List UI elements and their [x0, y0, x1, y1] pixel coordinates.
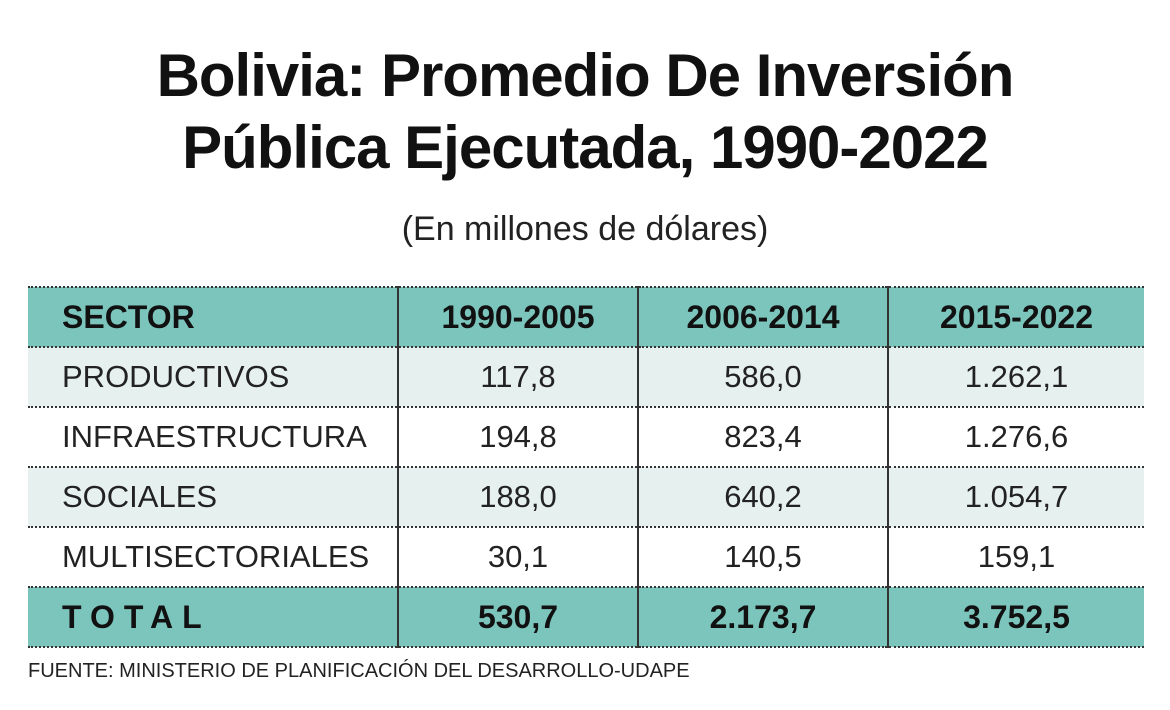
row-label: PRODUCTIVOS	[28, 347, 398, 408]
table-cell: 1.276,6	[887, 407, 1144, 468]
table-cell: 586,0	[637, 347, 888, 408]
total-label: TOTAL	[28, 587, 398, 648]
total-cell: 530,7	[397, 587, 638, 648]
table-row: MULTISECTORIALES 30,1 140,5 159,1	[28, 527, 1144, 588]
table-cell: 823,4	[637, 407, 888, 468]
table-total-row: TOTAL 530,7 2.173,7 3.752,5	[28, 587, 1144, 648]
table-cell: 1.054,7	[887, 467, 1144, 528]
row-label: INFRAESTRUCTURA	[28, 407, 398, 468]
table-cell: 194,8	[397, 407, 638, 468]
source-note: FUENTE: MINISTERIO DE PLANIFICACIÓN DEL …	[28, 660, 690, 682]
total-cell: 3.752,5	[887, 587, 1144, 648]
row-label: MULTISECTORIALES	[28, 527, 398, 588]
row-label: SOCIALES	[28, 467, 398, 528]
table-cell: 140,5	[637, 527, 888, 588]
investment-table: SECTOR 1990-2005 2006-2014 2015-2022 PRO…	[28, 286, 1144, 648]
column-header-sector: SECTOR	[28, 286, 398, 348]
table-row: PRODUCTIVOS 117,8 586,0 1.262,1	[28, 347, 1144, 408]
table-cell: 1.262,1	[887, 347, 1144, 408]
column-header-2006-2014: 2006-2014	[637, 286, 888, 348]
total-cell: 2.173,7	[637, 587, 888, 648]
table-cell: 159,1	[887, 527, 1144, 588]
chart-subtitle: (En millones de dólares)	[401, 210, 769, 248]
table-header-row: SECTOR 1990-2005 2006-2014 2015-2022	[28, 286, 1144, 348]
chart-title: Bolivia: Promedio De Inversión Pública E…	[0, 40, 1170, 184]
table-cell: 640,2	[637, 467, 888, 528]
table-cell: 30,1	[397, 527, 638, 588]
table-cell: 117,8	[397, 347, 638, 408]
table-row: INFRAESTRUCTURA 194,8 823,4 1.276,6	[28, 407, 1144, 468]
column-header-1990-2005: 1990-2005	[397, 286, 638, 348]
table-cell: 188,0	[397, 467, 638, 528]
column-header-2015-2022: 2015-2022	[887, 286, 1144, 348]
table-row: SOCIALES 188,0 640,2 1.054,7	[28, 467, 1144, 528]
chart-title-line-1: Bolivia: Promedio De Inversión	[156, 42, 1015, 109]
chart-title-line-2: Pública Ejecutada, 1990-2022	[182, 114, 989, 181]
